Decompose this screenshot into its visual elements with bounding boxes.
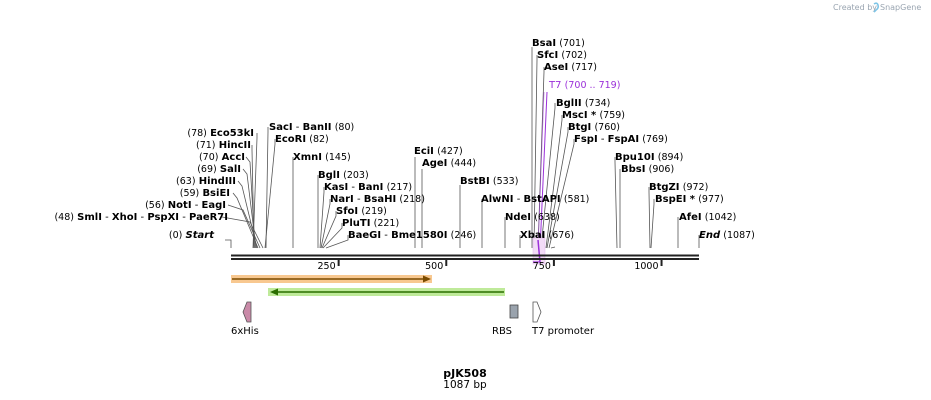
site-label-fspi: FspI - FspAI (769) [574,134,668,145]
site-label-ecii: EciI (427) [414,146,463,157]
feature-label-rbs: RBS [492,326,512,337]
feature-6xhis: 6xHis [231,301,259,337]
site-label-alwni: AlwNI - BstAPI (581) [481,194,589,205]
site-label-bglii: BglII (734) [556,98,610,109]
site-label-bbsi: BbsI (906) [621,164,674,175]
site-label-xbai: XbaI (676) [520,230,574,241]
site-label-btgzi: BtgZI (972) [649,182,708,193]
site-label-sfoi: SfoI (219) [336,206,387,217]
site-label-bsai: BsaI (701) [532,38,585,49]
site-label-row-56: (56) NotI - EagI [145,200,226,211]
snapgene-logo [873,2,880,13]
site-label-baegi: BaeGI - Bme1580I (246) [348,230,476,241]
plasmid-name: pJK508 [443,367,486,380]
orf-reverse [268,288,505,296]
site-leader-lines [221,47,700,249]
ruler: 250 500 750 1000 [317,259,663,272]
site-label-bstbi: BstBI (533) [460,176,518,187]
site-label-ecori: EcoRI (82) [275,134,329,145]
feature-rbs: RBS [492,304,519,337]
feature-label-t7-promoter: T7 promoter [531,326,595,337]
site-label-bpu10i: Bpu10I (894) [615,152,683,163]
feature-t7-promoter: T7 promoter [531,301,595,337]
site-label-row-48: (48) SmlI - XhoI - PspXI - PaeR7I [54,212,228,223]
site-label-sali: (69) SalI [197,164,241,175]
site-label-agei: AgeI (444) [422,158,476,169]
feature-label-6xhis: 6xHis [231,326,259,337]
plasmid-length: 1087 bp [443,379,487,391]
credit-brand: SnapGene [880,3,921,12]
ruler-tick-label: 500 [425,261,443,272]
site-label-hindiii: (63) HindIII [176,176,236,187]
site-label-bsiei: (59) BsiEI [180,188,230,199]
site-label-acci: (70) AccI [199,152,245,163]
ruler-tick-label: 750 [533,261,551,272]
site-label-sfci: SfcI (702) [537,50,587,61]
start-marker: (0) Start [169,230,215,241]
site-label-nari: NarI - BsaHI (218) [330,194,425,205]
site-label-kasi: KasI - BanI (217) [324,182,412,193]
site-label-afei: AfeI (1042) [679,212,736,223]
ruler-tick-label: 1000 [634,261,658,272]
ruler-tick-label: 250 [317,261,335,272]
t7-primer-label: T7 (700 .. 719) [548,80,620,91]
site-label-msci: MscI * (759) [562,110,625,121]
credit-prefix: Created by [833,3,877,12]
site-label-pluti: PluTI (221) [342,218,399,229]
site-label-eco53ki: (78) Eco53kI [187,128,254,139]
site-label-ndei: NdeI (638) [505,212,560,223]
site-label-hincii: (71) HincII [196,140,251,151]
orf-forward [231,275,432,283]
end-marker: End (1087) [699,230,755,241]
site-label-btgi: BtgI (760) [568,122,620,133]
sequence-backbone [231,254,699,260]
site-label-asei: AseI (717) [544,62,597,73]
site-label-saci: SacI - BanII (80) [269,122,354,133]
site-label-xmni: XmnI (145) [293,152,351,163]
site-label-bspei: BspEI * (977) [655,194,724,205]
site-label-bgli: BglI (203) [318,170,369,181]
